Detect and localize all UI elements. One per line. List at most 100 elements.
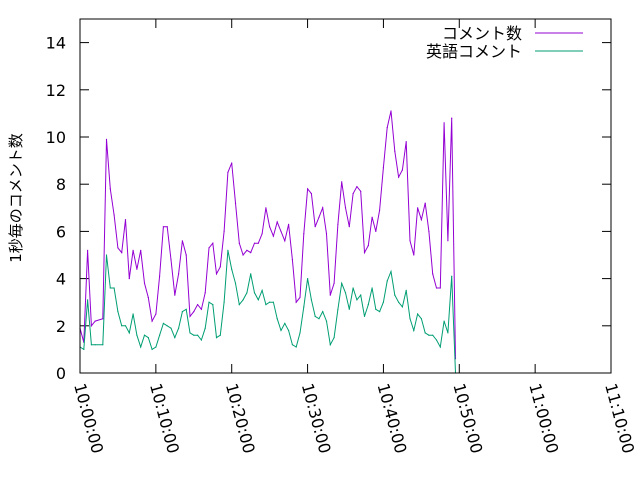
data-point <box>424 202 426 204</box>
data-point <box>204 327 206 329</box>
data-point <box>428 230 430 232</box>
data-point <box>356 186 358 188</box>
y-tick-label: 14 <box>46 34 66 53</box>
data-point <box>246 292 248 294</box>
data-point <box>295 346 297 348</box>
data-point <box>352 287 354 289</box>
data-point <box>341 181 343 183</box>
data-point <box>322 311 324 313</box>
data-point <box>136 268 138 270</box>
data-point <box>341 282 343 284</box>
data-point <box>325 233 328 235</box>
data-point <box>109 287 111 289</box>
data-point <box>337 308 339 310</box>
data-point <box>121 325 123 327</box>
data-point <box>238 304 240 306</box>
data-point <box>329 344 331 346</box>
data-point <box>318 318 320 320</box>
data-point <box>219 334 221 336</box>
data-point <box>151 320 153 322</box>
data-point <box>231 162 233 164</box>
data-point <box>367 304 369 306</box>
series-layer <box>79 110 457 374</box>
data-point <box>363 252 366 254</box>
x-tick-label: 10:30:00 <box>298 381 335 455</box>
series-line-1 <box>79 110 456 359</box>
data-point <box>250 273 252 275</box>
data-point <box>329 294 331 296</box>
data-point <box>265 207 267 209</box>
data-point <box>295 301 297 303</box>
data-point <box>265 304 267 306</box>
data-point <box>128 332 130 334</box>
data-point <box>413 329 415 332</box>
x-tick-label: 10:20:00 <box>222 381 259 455</box>
data-point <box>83 348 85 350</box>
data-point <box>132 249 134 251</box>
data-point <box>307 278 309 280</box>
data-point <box>375 308 377 310</box>
data-point <box>379 311 381 313</box>
data-point <box>147 337 149 339</box>
data-point <box>394 150 396 152</box>
data-point <box>132 313 134 315</box>
data-point <box>223 230 225 232</box>
data-point <box>253 242 256 244</box>
data-point <box>352 193 354 195</box>
data-point <box>432 273 434 275</box>
data-point <box>439 346 441 348</box>
data-point <box>197 304 199 306</box>
data-point <box>94 344 96 346</box>
data-point <box>215 337 218 339</box>
data-point <box>291 344 293 346</box>
data-point <box>143 282 146 284</box>
data-point <box>310 299 312 301</box>
data-point <box>117 311 119 313</box>
data-point <box>291 259 293 261</box>
data-point <box>348 226 350 228</box>
data-point <box>178 273 180 275</box>
data-point <box>174 337 176 339</box>
data-point <box>124 325 127 327</box>
data-point <box>166 325 168 327</box>
data-point <box>166 226 168 228</box>
data-point <box>284 322 286 324</box>
data-point <box>333 282 335 284</box>
data-point <box>102 344 104 346</box>
data-point <box>409 318 411 320</box>
data-point <box>261 289 263 291</box>
data-point <box>439 287 441 289</box>
data-point <box>356 299 358 301</box>
data-point <box>155 313 157 315</box>
data-point <box>451 117 453 119</box>
data-point <box>189 332 191 334</box>
data-point <box>284 240 286 242</box>
data-point <box>344 292 347 294</box>
y-axis-label: 1秒毎のコメント数 <box>7 133 25 263</box>
data-point <box>204 292 206 294</box>
y-tick-label: 8 <box>56 175 66 194</box>
data-point <box>276 221 278 223</box>
data-point <box>250 252 252 254</box>
data-point <box>299 332 301 334</box>
data-point <box>363 315 366 317</box>
data-point <box>234 202 237 204</box>
data-point <box>417 313 419 315</box>
data-point <box>257 299 259 301</box>
data-point <box>272 301 274 303</box>
data-point <box>318 216 320 218</box>
data-point <box>212 304 214 306</box>
data-point <box>208 301 210 303</box>
data-point <box>280 329 282 332</box>
data-point <box>269 301 271 303</box>
data-point <box>443 320 445 322</box>
data-point <box>428 334 430 336</box>
data-point <box>432 334 434 336</box>
data-point <box>394 294 396 296</box>
data-point <box>386 280 388 282</box>
x-tick-label: 10:10:00 <box>146 381 183 455</box>
x-tick-label: 10:40:00 <box>374 381 411 455</box>
data-point <box>242 299 244 301</box>
data-point <box>390 110 392 112</box>
